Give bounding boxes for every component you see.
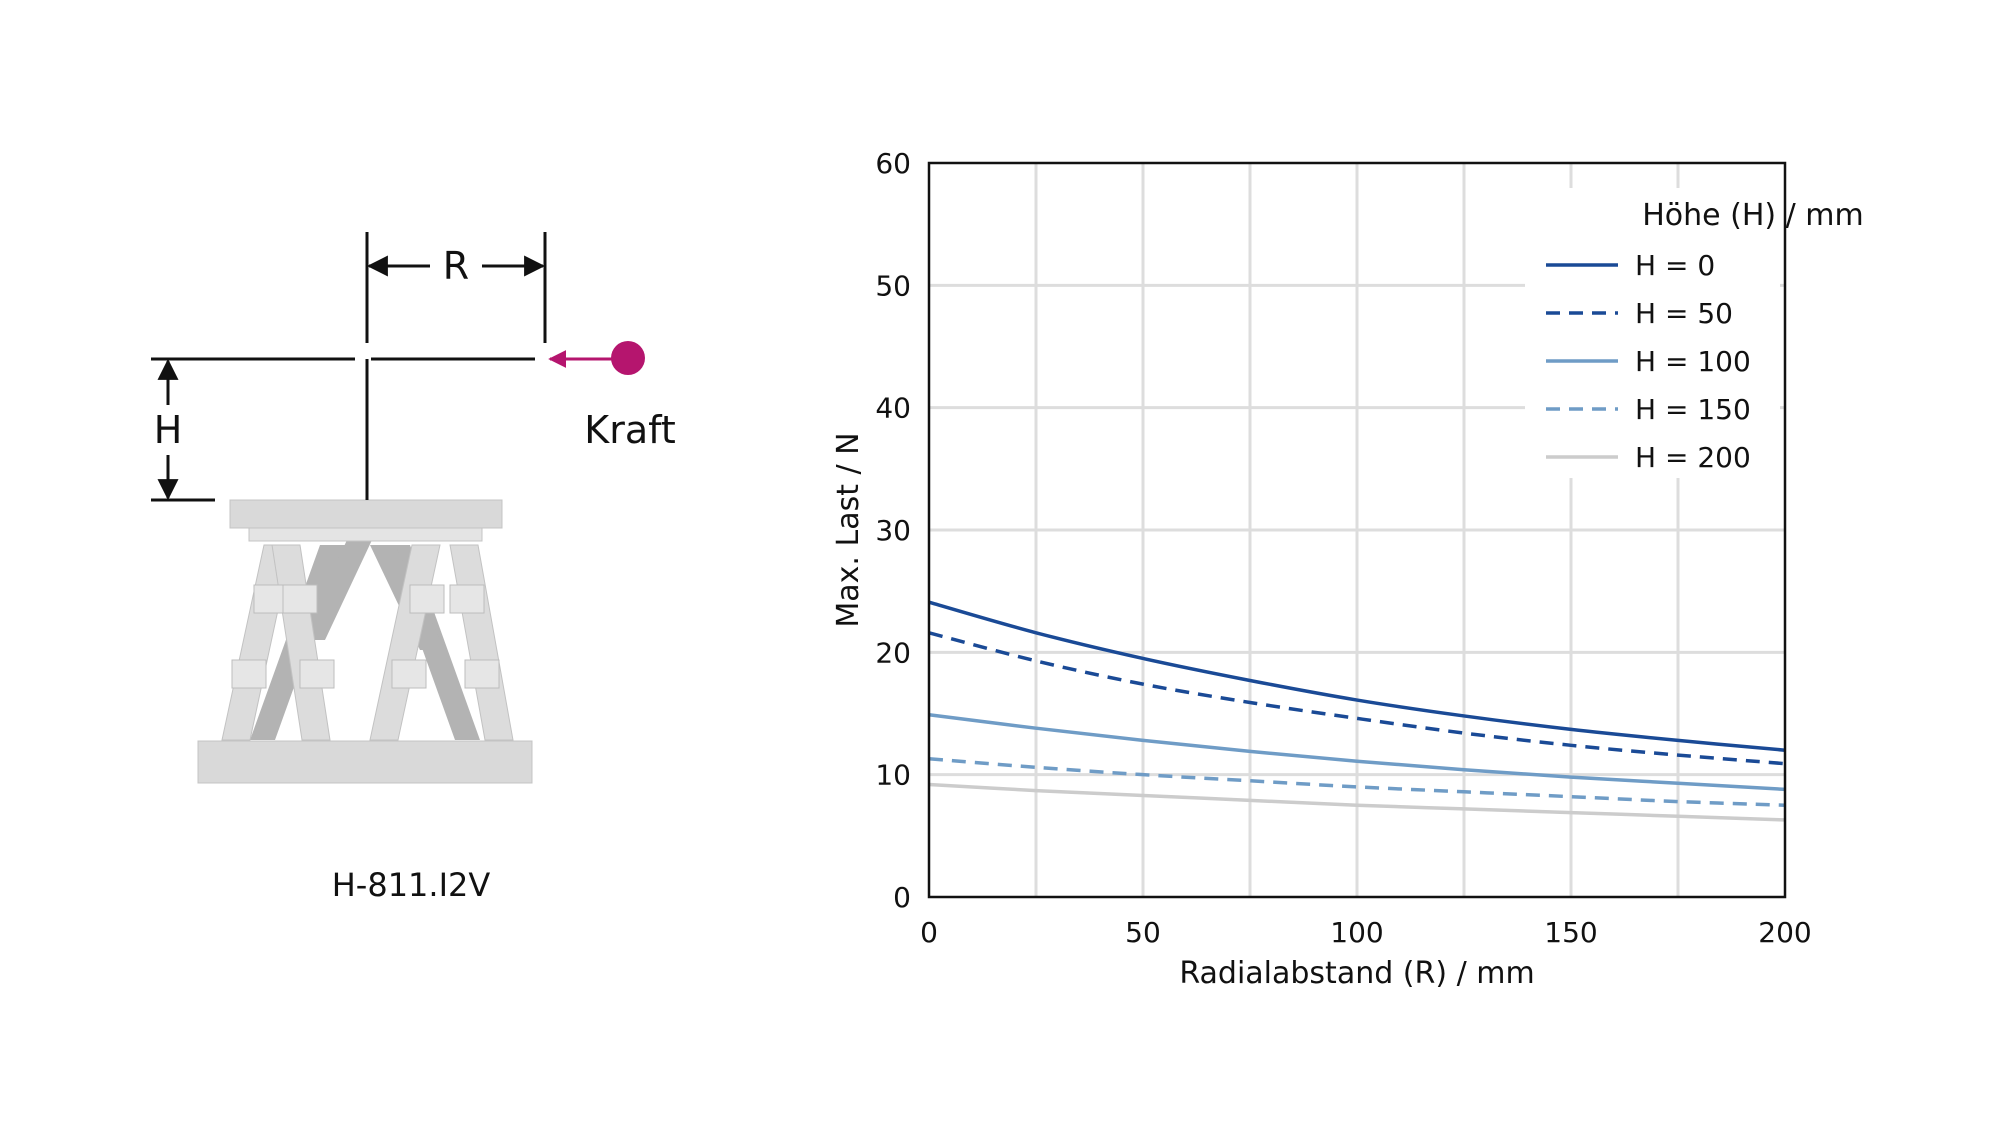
x-tick-label: 150 [1544,916,1597,949]
y-tick-label: 50 [875,269,911,302]
legend: Höhe (H) / mm H = 0 H = 50 H = 100 H = 150 H … [1546,198,1864,474]
series-line-4 [928,782,1786,822]
legend-label: H = 0 [1635,249,1715,282]
x-axis-label: Radialabstand (R) / mm [1179,956,1534,991]
y-tick-label: 40 [875,392,911,425]
force-point-icon [611,341,645,375]
load-chart: Höhe (H) / mm H = 0 H = 50 H = 100 H = 150 H … [831,147,1864,991]
radius-label: R [443,244,469,288]
plot-frame [927,161,1787,899]
y-tick-label: 10 [875,759,911,792]
x-tick-label: 100 [1330,916,1383,949]
hexapod-base-plate [197,740,533,784]
dimension-lines [151,232,547,502]
series-line-2 [928,712,1786,792]
series-lines [928,600,1786,822]
series-line-1 [928,631,1786,766]
legend-label: H = 100 [1635,345,1751,378]
y-axis-label: Max. Last / N [831,432,866,627]
model-label: H-811.I2V [332,866,491,904]
x-tick-label: 0 [920,916,938,949]
grid-lines [929,163,1785,897]
legend-label: H = 150 [1635,393,1751,426]
legend-label: H = 50 [1635,297,1733,330]
series-line-0 [928,600,1786,752]
y-tick-label: 20 [875,636,911,669]
height-label: H [154,408,183,452]
hexapod-strut-joints [231,584,500,689]
y-tick-labels: 0 10 20 30 40 50 60 [875,147,911,914]
series-line-3 [928,757,1786,807]
legend-label: H = 200 [1635,441,1751,474]
legend-title: Höhe (H) / mm [1642,198,1864,233]
x-tick-label: 200 [1758,916,1811,949]
legend-background [1525,188,1780,478]
y-tick-label: 60 [875,147,911,180]
y-tick-label: 30 [875,514,911,547]
hexapod-diagram: R H Kraft H-811.I2V [151,232,676,904]
y-tick-label: 0 [893,881,911,914]
x-tick-label: 50 [1125,916,1161,949]
hexapod-top-platform [229,499,503,529]
force-label: Kraft [584,408,675,452]
x-tick-labels: 0 50 100 150 200 [920,916,1812,949]
